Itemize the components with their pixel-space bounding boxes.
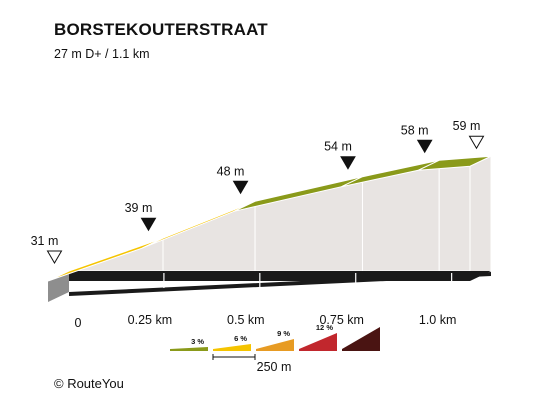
side-wall-end bbox=[469, 155, 492, 282]
elevation-label-2: 48 m bbox=[217, 164, 245, 178]
base-front-edge bbox=[69, 272, 491, 296]
legend-label-3: 12 % bbox=[316, 323, 333, 332]
distance-tick-label-2: 0.5 km bbox=[227, 313, 265, 327]
legend-swatch-1 bbox=[213, 344, 251, 351]
routeyou-credit: © RouteYou bbox=[54, 376, 124, 391]
profile-base bbox=[48, 271, 491, 302]
legend-swatch-2 bbox=[256, 339, 294, 351]
elevation-marker-3 bbox=[340, 156, 356, 170]
elevation-marker-2 bbox=[232, 180, 249, 195]
gradient-legend: 3 % 6 % 9 % 12 % 250 m bbox=[170, 323, 380, 374]
elevation-label-4: 58 m bbox=[401, 123, 429, 137]
legend-swatch-4 bbox=[342, 327, 380, 351]
profile-title: BORSTEKOUTERSTRAAT bbox=[54, 20, 268, 39]
profile-side-walls bbox=[68, 155, 492, 282]
elevation-label-0: 31 m bbox=[31, 234, 59, 248]
segment-surface-4 bbox=[417, 155, 492, 171]
legend-swatch-3 bbox=[299, 333, 337, 351]
elevation-marker-5 bbox=[468, 135, 485, 150]
distance-tick-label-0: 0 bbox=[75, 316, 82, 330]
elevation-marker-0 bbox=[46, 250, 63, 264]
profile-top-surface bbox=[47, 155, 492, 282]
profile-subtitle: 27 m D+ / 1.1 km bbox=[54, 47, 150, 61]
distance-tick-label-4: 1.0 km bbox=[419, 313, 457, 327]
distance-tick-label-3: 0.75 km bbox=[319, 313, 363, 327]
legend-label-1: 6 % bbox=[234, 334, 247, 343]
legend-label-0: 3 % bbox=[191, 337, 204, 346]
elevation-label-5: 59 m bbox=[453, 119, 481, 133]
legend-label-2: 9 % bbox=[277, 329, 290, 338]
distance-ticks: 0 0.25 km 0.5 km 0.75 km 1.0 km bbox=[75, 273, 457, 330]
elevation-label-1: 39 m bbox=[125, 201, 153, 215]
elevation-marker-1 bbox=[140, 217, 157, 232]
side-wall-1 bbox=[162, 200, 256, 272]
elevation-marker-4 bbox=[416, 139, 433, 154]
elevation-label-3: 54 m bbox=[324, 140, 352, 154]
scale-bar-label: 250 m bbox=[257, 360, 292, 374]
distance-tick-label-1: 0.25 km bbox=[128, 313, 172, 327]
elevation-markers: 31 m 39 m 48 m 54 m 58 m 59 m bbox=[31, 119, 485, 264]
legend-swatch-0 bbox=[170, 347, 208, 351]
